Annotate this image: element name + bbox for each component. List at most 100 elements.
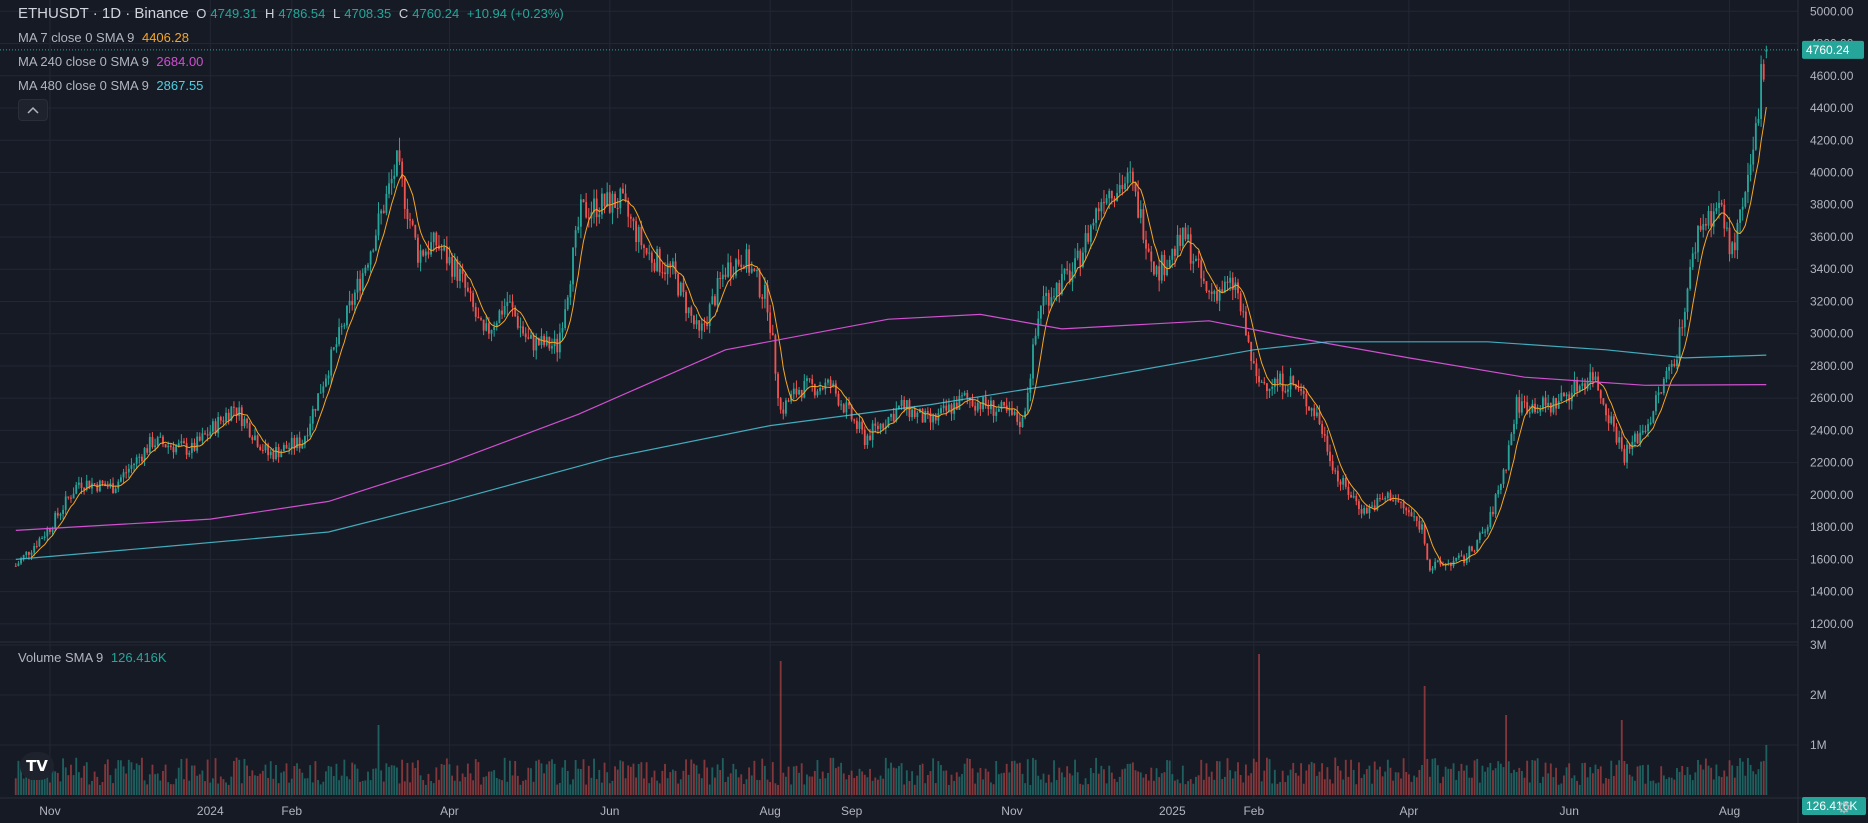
volume-bar (808, 776, 811, 795)
volume-bar (1686, 767, 1689, 795)
candle-body (671, 261, 674, 267)
time-axis-label: Jun (1560, 804, 1579, 818)
volume-bar (172, 784, 175, 795)
volume-bar (77, 772, 80, 795)
candle-body (1360, 509, 1363, 514)
collapse-legend-button[interactable] (18, 99, 48, 121)
candle-body (1570, 392, 1573, 402)
volume-bar (141, 757, 143, 795)
volume-bar (1691, 780, 1694, 795)
volume-bar (227, 784, 230, 795)
candle-body (1281, 373, 1284, 392)
volume-bar (1397, 772, 1400, 795)
candle-body (1699, 225, 1702, 230)
volume-bar (666, 778, 669, 795)
volume-bar (1050, 782, 1053, 795)
volume-bar (1229, 770, 1232, 795)
change-value: +10.94 (+0.23%) (466, 6, 564, 21)
volume-bar (700, 778, 703, 795)
volume-bar (461, 773, 464, 795)
candle-body (737, 259, 740, 265)
candle-body (616, 207, 619, 209)
volume-bar (761, 758, 764, 795)
candle-body (1557, 401, 1560, 409)
volume-bar (1032, 757, 1034, 795)
volume-bar (884, 757, 887, 795)
gear-icon[interactable]: ⚙ (1836, 800, 1852, 817)
volume-bar (495, 777, 498, 795)
candle-body (1400, 501, 1402, 503)
candle-body (640, 226, 643, 246)
candle-body (1492, 511, 1494, 515)
candle-body (1147, 248, 1150, 252)
candle-body (792, 388, 795, 395)
volume-bar (919, 764, 921, 795)
volume-bar (911, 771, 914, 795)
price-axis-label: 3800.00 (1810, 198, 1854, 212)
candle-body (146, 448, 149, 453)
candle-body (243, 418, 246, 427)
volume-bar (934, 783, 937, 795)
candle-body (1720, 202, 1723, 205)
candle-body (338, 327, 340, 345)
volume-bar (419, 775, 422, 795)
candle-body (645, 247, 648, 254)
volume-bar (535, 760, 538, 795)
candle-body (477, 316, 480, 319)
candle-body (172, 447, 175, 453)
candle-body (619, 188, 622, 209)
volume-bar (1707, 765, 1710, 795)
candle-body (679, 282, 682, 296)
volume-bar (1741, 761, 1744, 795)
candle-body (296, 437, 298, 449)
volume-bar (1518, 767, 1521, 795)
volume-bar (1670, 777, 1673, 795)
volume-bar (275, 764, 277, 795)
volume-bar (1476, 758, 1479, 795)
volume-bar (1723, 770, 1726, 795)
volume-bar (1321, 763, 1324, 795)
volume-bar (1584, 762, 1586, 795)
volume-bar (603, 762, 606, 795)
volume-bar (1289, 769, 1292, 795)
volume-bar (406, 762, 409, 795)
volume-bar (685, 759, 687, 795)
candle-body (595, 198, 598, 218)
candle-body (141, 456, 143, 462)
candle-body (306, 435, 309, 437)
candle-body (1605, 404, 1607, 416)
ma480-legend[interactable]: MA 480 close 0 SMA 9 2867.55 (18, 78, 207, 93)
volume-bar (806, 774, 808, 795)
volume-bar (1754, 774, 1757, 795)
volume-legend[interactable]: Volume SMA 9 126.416K (18, 650, 171, 665)
volume-bar (974, 783, 977, 795)
candle-body (259, 446, 262, 450)
candle-body (435, 232, 438, 246)
candle-body (1205, 281, 1208, 292)
volume-bar (248, 776, 251, 795)
price-axis-label: 1600.00 (1810, 552, 1854, 566)
volume-bar (175, 778, 178, 795)
candle-body (411, 220, 414, 225)
volume-bar (35, 778, 38, 795)
volume-bar (382, 781, 385, 795)
candle-body (756, 270, 758, 272)
ma7-legend[interactable]: MA 7 close 0 SMA 9 4406.28 (18, 30, 193, 45)
candle-body (201, 433, 204, 441)
ma240-legend[interactable]: MA 240 close 0 SMA 9 2684.00 (18, 54, 207, 69)
volume-bar (714, 777, 716, 795)
volume-bar (1008, 772, 1011, 795)
candle-body (59, 513, 62, 516)
volume-bar (1113, 778, 1116, 795)
volume-bar (432, 783, 435, 795)
volume-bar (288, 782, 291, 795)
volume-axis-label: 2M (1810, 688, 1827, 702)
candle-body (974, 405, 977, 411)
candle-body (771, 332, 774, 336)
candle-body (572, 247, 574, 285)
symbol-title[interactable]: ETHUSDT · 1D · Binance (18, 5, 189, 22)
volume-bar (1166, 760, 1168, 795)
volume-bar (1418, 769, 1421, 795)
tradingview-logo[interactable]: TV (20, 752, 54, 780)
